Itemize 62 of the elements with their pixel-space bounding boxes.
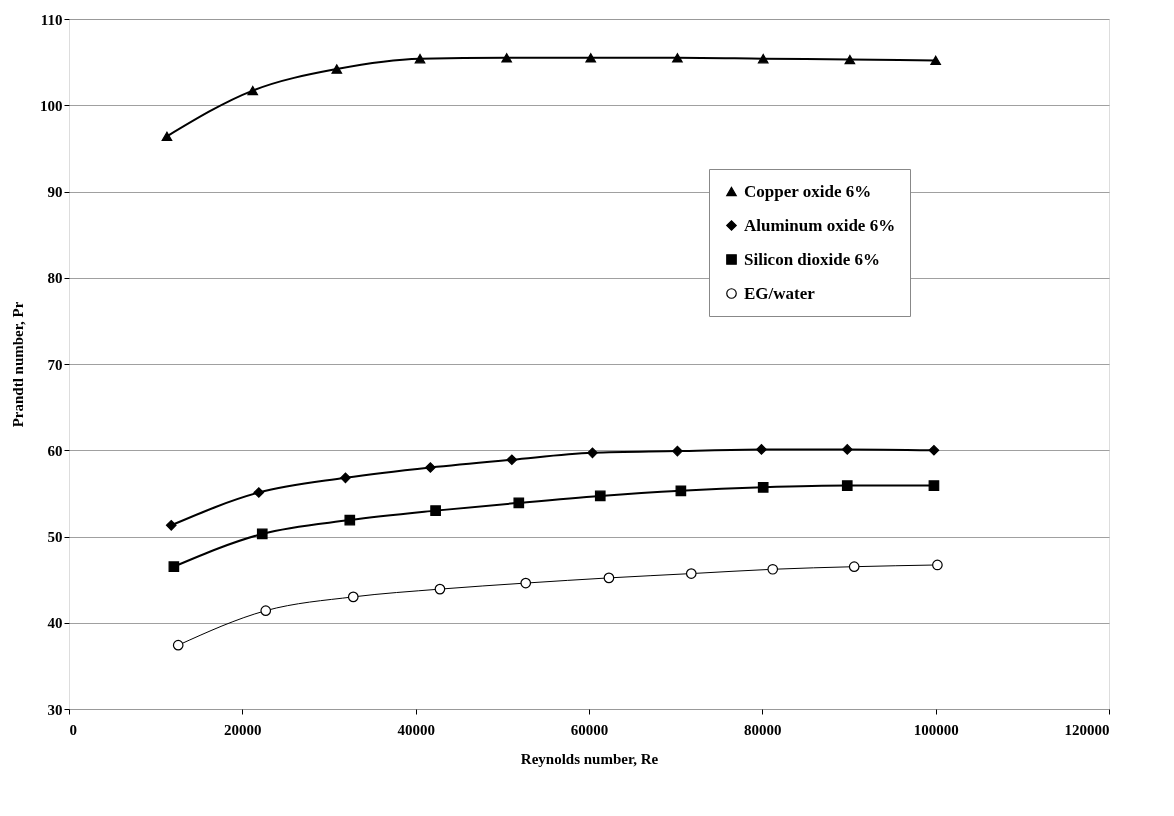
point	[757, 481, 769, 493]
point	[841, 480, 853, 491]
x-tick-label: 60000	[570, 721, 609, 738]
legend-label: EG/water	[744, 283, 816, 303]
y-tick-label: 40	[47, 615, 63, 632]
point	[767, 563, 779, 575]
y-tick-label: 80	[47, 270, 63, 287]
point	[520, 577, 532, 589]
point	[430, 505, 441, 516]
point	[675, 485, 687, 497]
point	[501, 53, 513, 63]
x-tick-label: 20000	[224, 721, 262, 738]
point	[247, 85, 259, 96]
point	[260, 605, 272, 617]
y-tick-label: 50	[47, 529, 63, 545]
point	[841, 444, 853, 455]
legend-label: Copper oxide 6%	[744, 181, 872, 201]
point	[347, 591, 359, 603]
y-tick-label: 110	[40, 11, 63, 28]
point	[256, 528, 268, 540]
y-axis-title: Prandtl number, Pr	[10, 301, 26, 428]
point	[594, 490, 606, 502]
legend-label: Silicon dioxide 6%	[744, 249, 881, 269]
x-tick-label: 80000	[744, 721, 782, 738]
y-tick-label: 60	[47, 442, 63, 459]
x-tick-label: 0	[69, 721, 77, 738]
point	[587, 447, 598, 459]
point	[848, 561, 860, 573]
point	[340, 472, 351, 484]
point	[756, 444, 767, 455]
point	[513, 497, 525, 509]
point	[844, 54, 856, 65]
point	[506, 454, 518, 466]
point	[685, 568, 697, 579]
point	[253, 487, 265, 498]
legend-label: Aluminum oxide 6%	[744, 215, 896, 235]
point	[168, 561, 180, 573]
point	[425, 462, 436, 473]
y-tick-label: 90	[47, 184, 63, 200]
x-tick-label: 40000	[397, 721, 435, 738]
point	[603, 572, 615, 584]
point	[165, 519, 177, 531]
x-tick-label: 100000	[913, 721, 959, 738]
x-tick-label: 120000	[1064, 721, 1110, 738]
point	[757, 53, 769, 64]
point	[585, 53, 597, 63]
x-axis-title: Reynolds number, Re	[520, 750, 659, 767]
point	[331, 64, 343, 74]
y-tick-label: 70	[47, 356, 63, 373]
point	[928, 480, 940, 491]
point	[161, 131, 173, 142]
point	[172, 639, 184, 651]
point	[930, 55, 942, 66]
y-tick-label: 30	[47, 701, 63, 718]
point	[928, 444, 940, 456]
y-tick-label: 100	[40, 97, 63, 114]
point	[434, 583, 446, 595]
point	[672, 445, 683, 457]
point	[672, 53, 683, 63]
point	[414, 53, 426, 64]
point	[344, 514, 356, 526]
point	[932, 559, 943, 571]
